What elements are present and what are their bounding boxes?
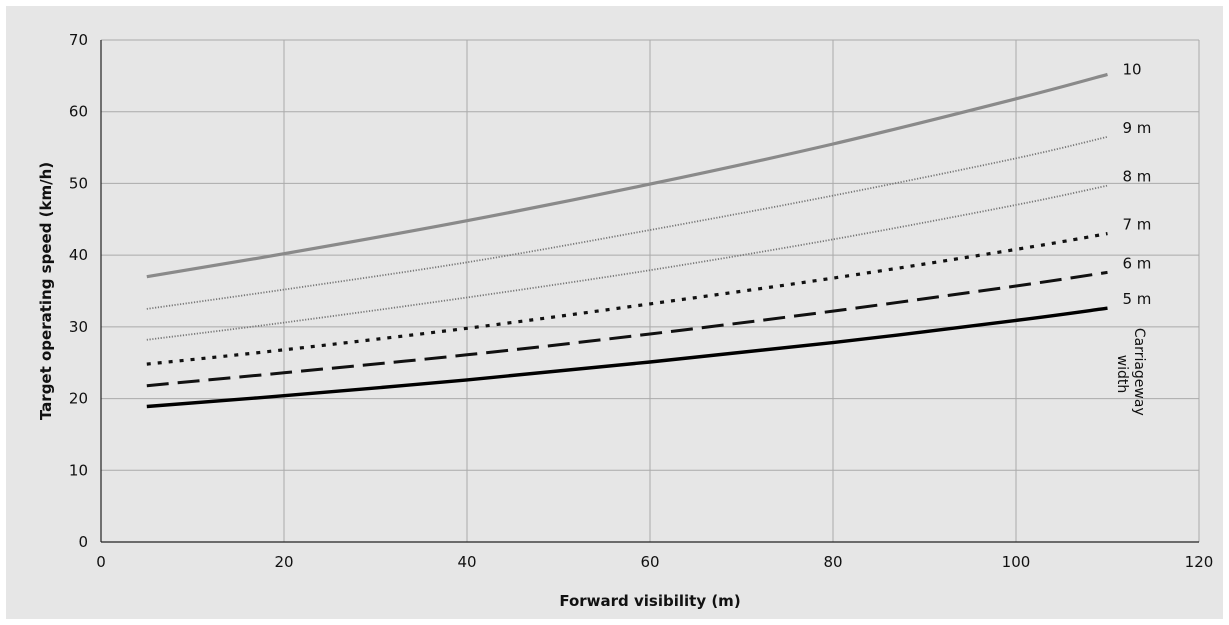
- y-tick-label: 10: [69, 461, 88, 479]
- series-label: 10: [1123, 60, 1142, 78]
- series-line: [146, 270, 1108, 388]
- series-line: [146, 135, 1108, 310]
- x-tick-label: 40: [457, 553, 476, 571]
- carriageway-width-annotation: Carriageway width: [1114, 328, 1147, 420]
- y-tick-label: 50: [69, 174, 88, 192]
- y-tick-label: 60: [69, 103, 88, 121]
- series-line: [146, 184, 1108, 341]
- series-line: [146, 232, 1108, 366]
- y-tick-label: 30: [69, 318, 88, 336]
- x-axis-title: Forward visibility (m): [559, 592, 740, 610]
- series-label: 8 m: [1123, 168, 1152, 186]
- series-line: [146, 306, 1108, 409]
- y-tick-label: 0: [78, 533, 88, 551]
- series-label: 9 m: [1123, 119, 1152, 137]
- annotation-line-1: Carriageway: [1131, 328, 1147, 416]
- x-tick-label: 80: [823, 553, 842, 571]
- series-line: [146, 72, 1108, 279]
- y-tick-label: 40: [69, 246, 88, 264]
- x-tick-label: 0: [96, 553, 106, 571]
- axes: [100, 40, 1199, 543]
- annotation-line-2: width: [1114, 355, 1130, 394]
- y-axis-title: Target operating speed (km/h): [37, 162, 55, 420]
- x-tick-label: 20: [274, 553, 293, 571]
- series-label: 6 m: [1123, 254, 1152, 272]
- x-tick-label: 60: [640, 553, 659, 571]
- x-tick-label: 120: [1185, 553, 1214, 571]
- y-tick-label: 70: [69, 31, 88, 49]
- series-label: 7 m: [1123, 216, 1152, 234]
- x-tick-label: 100: [1002, 553, 1031, 571]
- series-label: 5 m: [1123, 290, 1152, 308]
- series-lines: [146, 72, 1108, 409]
- y-tick-label: 20: [69, 390, 88, 408]
- labels: 0 20 40 60 80 100 120 0 10 20 30 40 50 60 70 10 9 m 8 m 7 …: [69, 31, 1213, 571]
- grid-lines: [100, 39, 1200, 543]
